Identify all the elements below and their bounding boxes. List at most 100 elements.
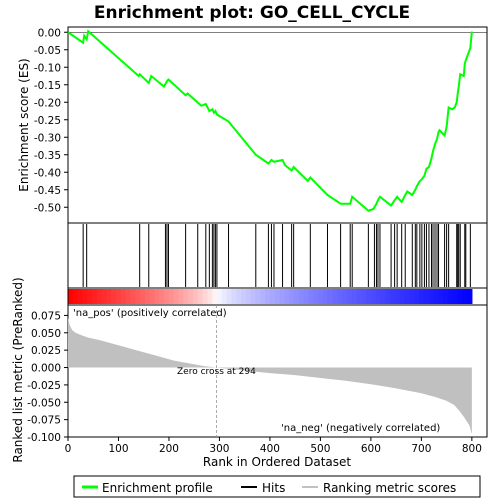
- color-bar-segment: [92, 289, 98, 304]
- color-bar-segment: [337, 289, 343, 304]
- color-bar-segment: [72, 289, 79, 304]
- ranking-xlabel: Rank in Ordered Dataset: [203, 455, 351, 469]
- ranking-xtick-label: 200: [159, 443, 179, 455]
- color-bar-segment: [106, 289, 112, 304]
- color-bar-segment: [77, 289, 84, 304]
- es-ytick-label: -0.10: [34, 62, 61, 74]
- legend: Enrichment profile Hits Ranking metric s…: [73, 475, 481, 498]
- chart-title: Enrichment plot: GO_CELL_CYCLE: [94, 3, 410, 23]
- color-bar-segment: [414, 289, 420, 304]
- color-bar-segment: [135, 289, 141, 304]
- color-bar-segment: [423, 289, 430, 304]
- color-bar-segment: [164, 289, 170, 304]
- color-bar-segment: [217, 289, 223, 304]
- color-bar-segment: [375, 289, 382, 304]
- color-bar-segment: [120, 289, 127, 304]
- ranking-xtick-label: 700: [411, 443, 431, 455]
- color-bar-segment: [236, 289, 242, 304]
- color-bar-segment: [144, 289, 151, 304]
- es-ytick-label: -0.50: [34, 202, 61, 214]
- color-bar-segment: [457, 289, 463, 304]
- color-bar-segment: [101, 289, 108, 304]
- ranking-ytick-label: 0.075: [31, 310, 61, 322]
- color-bar-segment: [197, 289, 204, 304]
- color-bar-segment: [303, 289, 309, 304]
- color-bar-segment: [462, 289, 468, 304]
- color-bar-segment: [255, 289, 261, 304]
- color-bar-segment: [366, 289, 372, 304]
- color-bar-segment: [269, 289, 276, 304]
- ranking-metric-area: [68, 317, 472, 435]
- color-bar-segment: [125, 289, 132, 304]
- enrichment-profile-line: [67, 29, 473, 212]
- ranking-ylabel: Ranked list metric (PreRanked): [11, 277, 25, 462]
- es-ytick-label: 0.00: [38, 27, 61, 39]
- hits-markers: [82, 224, 471, 287]
- color-bar-segment: [140, 289, 146, 304]
- es-ytick-label: -0.45: [34, 185, 61, 197]
- color-bar-segment: [327, 289, 334, 304]
- color-bar-segment: [342, 289, 348, 304]
- color-bar-segment: [322, 289, 329, 304]
- color-bar-segment: [298, 289, 305, 304]
- color-bar-segment: [178, 289, 184, 304]
- color-bar-segment: [226, 289, 233, 304]
- ranking-ytick-label: -0.075: [27, 415, 61, 427]
- color-bar-segment: [265, 289, 271, 304]
- ranking-ytick-label: -0.025: [27, 380, 61, 392]
- color-bar-segment: [241, 289, 247, 304]
- color-bar-segment: [385, 289, 391, 304]
- color-bar-segment: [168, 289, 175, 304]
- ranking-xtick-label: 300: [209, 443, 229, 455]
- es-ytick-label: -0.25: [34, 115, 61, 127]
- color-bar-segment: [409, 289, 415, 304]
- color-bar-segment: [433, 289, 439, 304]
- ranking-xtick-label: 400: [260, 443, 280, 455]
- positive-correlation-label: 'na_pos' (positively correlated): [73, 308, 227, 319]
- ranking-xtick-label: 100: [108, 443, 128, 455]
- es-ytick-label: -0.40: [34, 167, 61, 179]
- color-bar-segment: [130, 289, 136, 304]
- ranking-y-axis: 0.075 0.050 0.025 0.000 -0.025 -0.050 -0.075 -0…: [27, 310, 68, 444]
- color-bar-segment: [332, 289, 338, 304]
- color-bar-segment: [284, 289, 290, 304]
- es-ytick-label: -0.30: [34, 132, 61, 144]
- color-bar-segment: [188, 289, 194, 304]
- color-bar-segment: [351, 289, 358, 304]
- color-bar-segment: [207, 289, 213, 304]
- es-ytick-label: -0.15: [34, 80, 61, 92]
- color-bar-segment: [293, 289, 300, 304]
- legend-box: [73, 475, 481, 498]
- ranking-ytick-label: -0.100: [27, 432, 61, 444]
- es-ytick-label: -0.20: [34, 97, 61, 109]
- ranking-x-axis: 0 100 200 300 400 500 600 700 800: [65, 437, 482, 455]
- legend-label-enrichment-profile: Enrichment profile: [102, 481, 213, 495]
- color-bar-segment: [96, 289, 103, 304]
- ranking-ytick-label: -0.050: [27, 397, 61, 409]
- color-bar-segment: [82, 289, 88, 304]
- color-bar-segment: [418, 289, 425, 304]
- color-bar-segment: [404, 289, 410, 304]
- color-bar-segment: [68, 289, 74, 304]
- color-bar-segment: [87, 289, 93, 304]
- color-bar-segment: [111, 289, 117, 304]
- negative-correlation-label: 'na_neg' (negatively correlated): [281, 423, 440, 434]
- es-y-axis: 0.00 -0.05 -0.10 -0.15 -0.20 -0.25 -0.30 -0.35 -…: [34, 27, 68, 214]
- es-ylabel: Enrichment score (ES): [17, 58, 31, 191]
- color-bar-segment: [279, 289, 285, 304]
- color-bar-segment: [394, 289, 401, 304]
- color-bar-segment: [149, 289, 156, 304]
- ranking-ytick-label: 0.000: [31, 363, 61, 375]
- es-ytick-label: -0.05: [34, 45, 61, 57]
- color-bar-segment: [380, 289, 386, 304]
- color-bar-segment: [361, 289, 367, 304]
- es-panel-frame: [67, 26, 488, 224]
- color-bar-segment: [245, 289, 252, 304]
- color-bar-segment: [370, 289, 377, 304]
- color-bar-segment: [452, 289, 459, 304]
- zero-cross-label: Zero cross at 294: [177, 367, 256, 377]
- ranking-xtick-label: 0: [65, 443, 72, 455]
- color-bar-segment: [116, 289, 122, 304]
- ranking-ytick-label: 0.050: [31, 328, 61, 340]
